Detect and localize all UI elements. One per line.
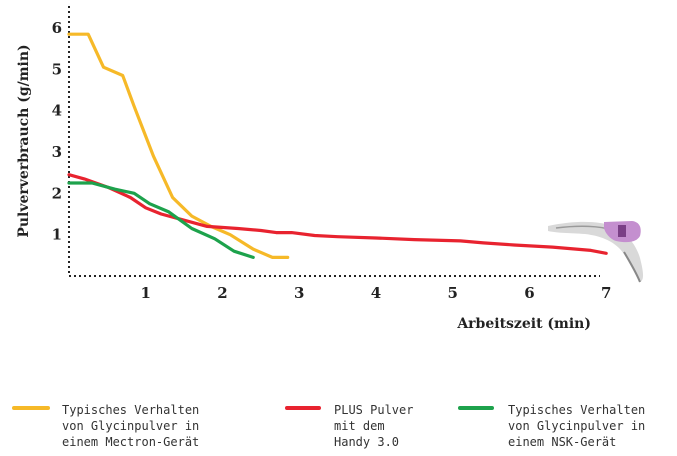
series-line-nsk	[67, 181, 255, 259]
x-tick-label: 2	[217, 284, 227, 302]
y-tick-label: 2	[52, 184, 62, 202]
x-tick-label: 6	[524, 284, 534, 302]
legend-label-plus: PLUS Pulver mit dem Handy 3.0	[334, 403, 414, 449]
y-tick-label: 5	[52, 60, 62, 78]
y-tick-label: 4	[52, 102, 62, 120]
x-tick-label: 7	[601, 284, 611, 302]
handpiece-icon	[548, 221, 644, 283]
y-tick-label: 1	[52, 226, 62, 244]
series-line-plus	[67, 173, 608, 255]
legend: Typisches Verhalten von Glycinpulver in …	[0, 400, 677, 456]
x-tick-label: 5	[447, 284, 457, 302]
legend-swatch-nsk	[458, 406, 494, 410]
legend-swatch-plus	[285, 406, 321, 410]
legend-label-nsk: Typisches Verhalten von Glycinpulver in …	[508, 403, 646, 449]
y-tick-label: 3	[52, 143, 62, 161]
x-tick-label: 4	[371, 284, 381, 302]
chart-canvas: 1 2 3 4 5 6 7 1 2 3 4 5 6 Arbeitszeit (min) Pulverve…	[16, 6, 644, 332]
x-axis-title: Arbeitszeit (min)	[456, 316, 591, 332]
series-lines	[67, 32, 608, 259]
x-tick-label: 1	[140, 284, 150, 302]
y-tick-label: 6	[52, 19, 62, 37]
series-line-mectron	[67, 32, 290, 259]
legend-label-mectron: Typisches Verhalten von Glycinpulver in …	[62, 403, 200, 449]
chart-axes	[68, 6, 600, 277]
y-axis-title: Pulververbrauch (g/min)	[16, 44, 32, 237]
tick-labels: 1 2 3 4 5 6 7 1 2 3 4 5 6	[52, 19, 612, 302]
legend-swatch-mectron	[12, 406, 50, 410]
x-tick-label: 3	[294, 284, 304, 302]
